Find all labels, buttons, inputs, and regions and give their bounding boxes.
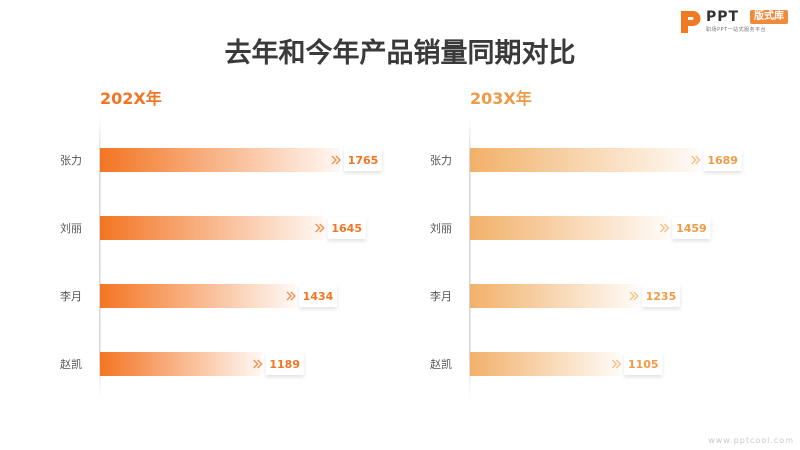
axis-line <box>99 115 101 400</box>
value-label-box <box>703 149 742 171</box>
page-title: 去年和今年产品销量同期对比 <box>224 38 576 69</box>
bar <box>100 352 262 376</box>
right-panel-title: 203X年 <box>470 89 532 108</box>
logo-tagline: 职场PPT一站式服务平台 <box>706 27 767 33</box>
value-label: 1434 <box>303 290 334 303</box>
chevron-icon <box>315 223 325 233</box>
bar <box>470 216 669 240</box>
bar <box>470 352 621 376</box>
logo-badge: 版式库 <box>750 10 788 24</box>
value-label: 1459 <box>676 222 707 235</box>
value-label: 1105 <box>628 358 659 371</box>
value-label: 1689 <box>707 154 738 167</box>
category-label: 李月 <box>430 289 452 303</box>
chevron-icon <box>691 155 701 165</box>
bar-panel-1: 1689 张力 1459 刘丽 1235 李月 1105 赵凯 <box>430 115 742 400</box>
logo-text: PPT <box>706 9 740 25</box>
value-label-box <box>327 217 366 239</box>
category-label: 刘丽 <box>60 222 82 235</box>
chevron-icon <box>331 155 341 165</box>
value-label: 1765 <box>348 154 379 167</box>
value-label-box <box>265 353 304 375</box>
left-panel-title: 202X年 <box>100 89 162 108</box>
value-label-box <box>641 285 680 307</box>
category-label: 刘丽 <box>430 222 452 235</box>
category-label: 李月 <box>60 289 82 303</box>
watermark: www.pptcool.com <box>708 436 794 445</box>
chevron-icon <box>629 291 639 301</box>
category-label: 赵凯 <box>430 357 452 371</box>
bar <box>470 284 638 308</box>
value-label: 1189 <box>269 358 300 371</box>
value-label-box <box>624 353 663 375</box>
ppt-p-logo-icon <box>681 11 701 33</box>
value-label: 1645 <box>331 222 362 235</box>
bar <box>470 148 700 172</box>
bar-panel-0: 1765 张力 1645 刘丽 1434 李月 1189 赵凯 <box>60 115 382 400</box>
chevron-icon <box>611 359 622 369</box>
bar <box>100 284 295 308</box>
value-label-box <box>344 149 382 171</box>
category-label: 张力 <box>60 154 82 167</box>
value-label: 1235 <box>646 290 677 303</box>
chevron-icon <box>659 223 670 233</box>
bar <box>100 216 324 240</box>
category-label: 张力 <box>430 154 452 167</box>
value-label-box <box>672 217 711 239</box>
chevron-icon <box>253 359 263 369</box>
bar <box>100 148 340 172</box>
axis-line <box>469 115 471 400</box>
value-label-box <box>298 285 337 307</box>
brand-logo: PPT 版式库 职场PPT一站式服务平台 <box>678 8 796 38</box>
category-label: 赵凯 <box>60 357 82 371</box>
chevron-icon <box>286 291 296 301</box>
